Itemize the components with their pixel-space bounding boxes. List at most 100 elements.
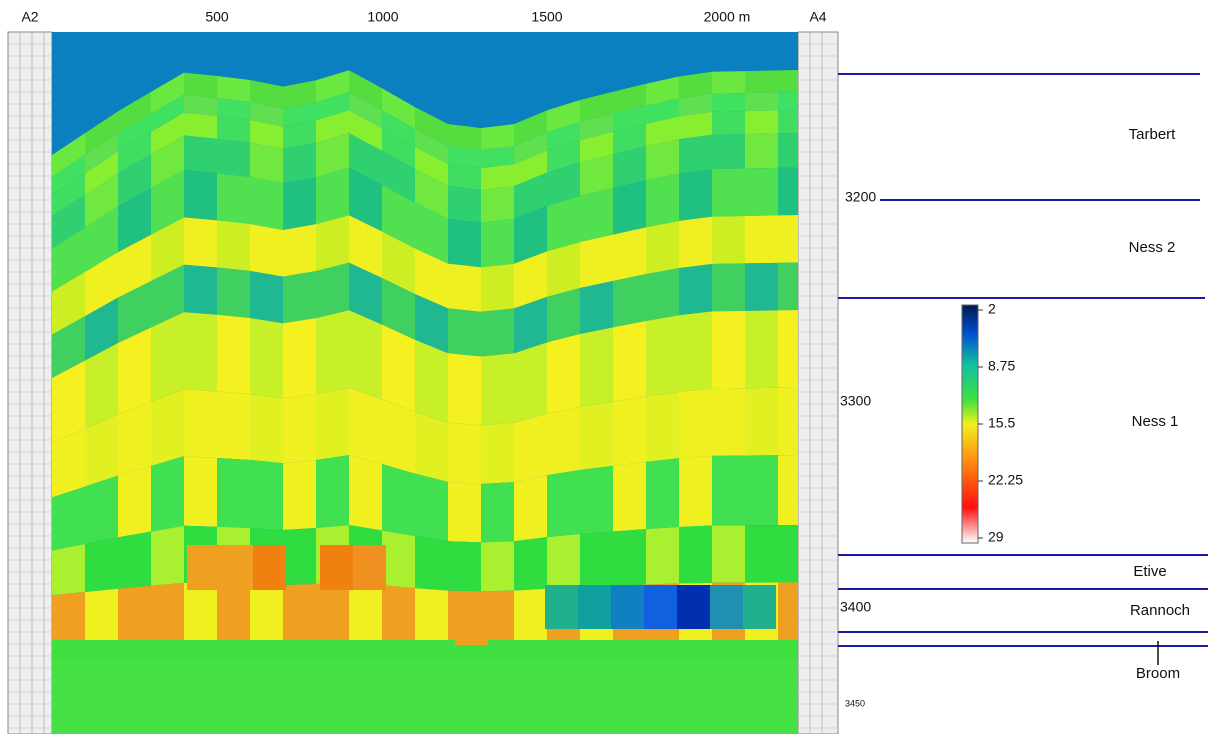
cell: [677, 585, 710, 629]
colorbar-ticks: 2 8.75 15.5 22.25 29: [978, 301, 1023, 545]
cell: [349, 92, 382, 129]
cell: [349, 262, 382, 325]
cell: [580, 280, 613, 334]
cell: [85, 206, 118, 272]
cell: [448, 308, 481, 357]
cell: [580, 91, 613, 122]
cell: [547, 196, 580, 252]
cell: [415, 202, 448, 264]
cell: [382, 530, 415, 589]
cell: [514, 537, 547, 591]
cell: [679, 134, 712, 174]
cell: [547, 334, 580, 414]
horizon-lines: [838, 73, 1208, 647]
cell: [547, 407, 580, 476]
cell: [778, 133, 798, 168]
cell: [613, 105, 646, 132]
cell: [646, 526, 679, 585]
cell: [679, 525, 712, 584]
cell: [250, 80, 283, 109]
cell: [217, 115, 250, 143]
cell: [382, 184, 415, 249]
floor: [52, 660, 798, 734]
cell: [778, 582, 798, 640]
cell: [547, 122, 580, 151]
cell: [85, 475, 118, 544]
cell: [613, 274, 646, 328]
cell: [184, 312, 217, 392]
cell: [349, 310, 382, 400]
cell: [415, 536, 448, 591]
cell: [745, 387, 778, 456]
cell: [184, 112, 217, 139]
zone-label: Tarbert: [1129, 126, 1177, 143]
cell: [316, 92, 349, 121]
left-well-track: [7, 31, 53, 734]
cell: [578, 585, 611, 629]
cell: [85, 111, 118, 156]
cell: [778, 92, 798, 111]
cell: [283, 142, 316, 184]
cell: [316, 387, 349, 461]
cell: [415, 294, 448, 354]
cell: [745, 110, 778, 135]
cell: [547, 100, 580, 133]
cell: [415, 147, 448, 186]
cell: [316, 167, 349, 225]
cell: [184, 72, 217, 98]
cell: [547, 242, 580, 297]
cell: [448, 482, 481, 543]
cell: [514, 296, 547, 354]
cell: [712, 111, 745, 135]
cell: [52, 271, 85, 335]
cell: [481, 482, 514, 543]
cell: [547, 470, 580, 538]
cell: [118, 113, 151, 152]
distance-label: 1000: [367, 9, 398, 25]
cell: [514, 413, 547, 483]
cell: [415, 588, 448, 640]
cell: [712, 168, 745, 217]
zone-label: Rannoch: [1130, 602, 1190, 619]
distance-label: 2000 m: [704, 9, 751, 25]
cell: [514, 205, 547, 264]
cell: [545, 585, 578, 629]
cell: [646, 268, 679, 321]
cell: [448, 541, 481, 592]
cell: [151, 312, 184, 402]
cell: [646, 391, 679, 462]
depth-label: 3300: [840, 393, 871, 409]
cell: [415, 107, 448, 146]
cell: [349, 167, 382, 232]
cell: [448, 185, 481, 223]
cell: [547, 162, 580, 206]
cell: [613, 461, 646, 532]
cell: [151, 169, 184, 235]
cell: [217, 75, 250, 102]
cell: [184, 169, 217, 221]
cell: [514, 342, 547, 423]
cell: [712, 388, 745, 456]
cell: [283, 224, 316, 277]
cell: [217, 97, 250, 120]
cell: [184, 135, 217, 174]
cell: [448, 124, 481, 151]
zone-label: Ness 1: [1132, 413, 1179, 430]
cell: [382, 324, 415, 412]
cell: [613, 396, 646, 466]
cell: [481, 353, 514, 426]
cell: [481, 422, 514, 485]
cell: [118, 188, 151, 253]
cell: [316, 262, 349, 319]
cell: [85, 151, 118, 195]
cell: [613, 227, 646, 281]
cell: [184, 389, 217, 458]
cell: [151, 94, 184, 132]
cell: [481, 164, 514, 190]
cell: [613, 180, 646, 235]
cell: [613, 146, 646, 189]
cell: [415, 169, 448, 219]
cell: [415, 339, 448, 423]
cell: [778, 167, 798, 216]
